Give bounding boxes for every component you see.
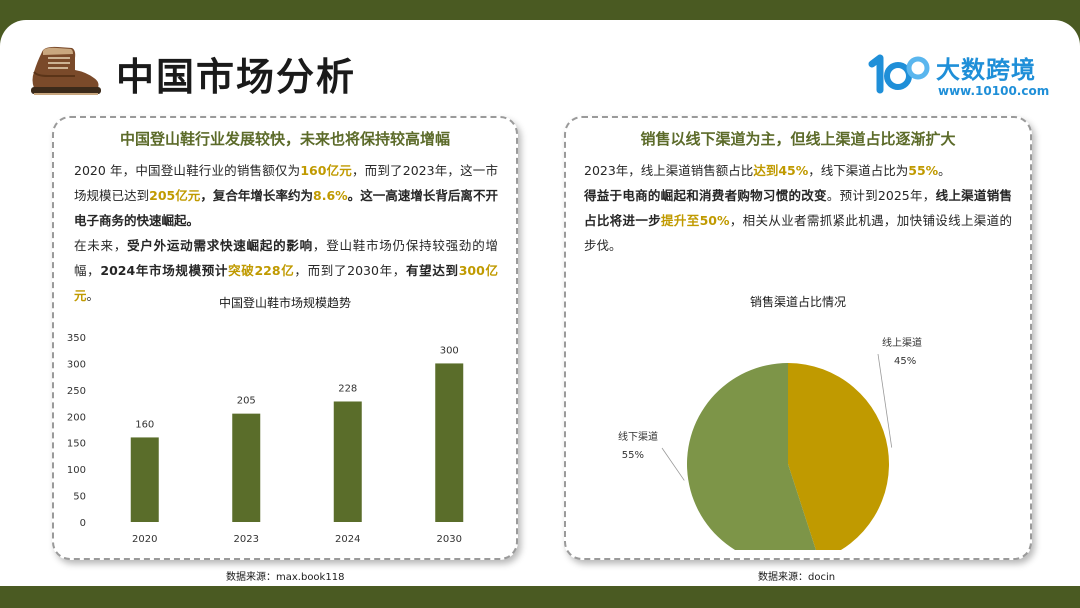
x-tick-label: 2020	[132, 534, 157, 545]
highlight: 提升至50%	[661, 213, 730, 228]
data-label: 205	[237, 396, 256, 407]
pie-slice	[788, 363, 889, 550]
text: 。	[938, 163, 951, 178]
data-label: 228	[338, 383, 357, 394]
data-label: 300	[440, 345, 459, 356]
text: ，相关从业者需抓紧此机遇，加快铺设线上渠道的步伐。	[584, 213, 1012, 253]
panel-title: 销售以线下渠道为主，但线上渠道占比逐渐扩大	[640, 130, 956, 148]
bold-text: 。这一高速增长背后离不开电子商务的快速崛起。	[74, 188, 498, 228]
leader-line	[661, 447, 685, 481]
bold-text: 有望达到	[406, 263, 459, 278]
bold-text: 线上渠道销售占比将进一步	[584, 188, 1012, 228]
right-source-note: 数据来源：docin	[758, 572, 836, 583]
highlight: 达到45%	[753, 163, 809, 178]
brand-mark-icon	[868, 54, 930, 94]
slice-label: 线下渠道	[618, 430, 658, 443]
text: ，线下渠道占比为	[808, 163, 909, 178]
x-tick-label: 2030	[437, 534, 462, 545]
y-tick-label: 150	[67, 439, 86, 450]
chart-title: 中国登山鞋市场规模趋势	[219, 295, 351, 310]
highlight: 205亿元	[149, 188, 201, 203]
pie-slice	[687, 363, 816, 550]
bold-text: 受户外运动需求快速崛起的影响	[127, 238, 313, 253]
highlight: 55%	[908, 163, 939, 178]
brand-logo: 大数跨境 www.10100.com	[866, 50, 1056, 102]
bar	[435, 363, 464, 522]
bold-text: 得益于电商的崛起和消费者购物习惯的改变	[584, 188, 827, 203]
bar	[232, 413, 261, 522]
y-tick-label: 300	[67, 359, 86, 370]
highlight: 160亿元	[300, 163, 352, 178]
text: ，而到了2030年，	[294, 263, 406, 278]
panel-title: 中国登山鞋行业发展较快，未来也将保持较高增幅	[119, 130, 450, 148]
text: 。预计到2025年，	[826, 188, 936, 203]
paragraph-2: 得益于电商的崛起和消费者购物习惯的改变。预计到2025年，线上渠道销售占比将进一…	[584, 183, 1012, 258]
market-size-panel: 中国登山鞋行业发展较快，未来也将保持较高增幅 2020 年，中国登山鞋行业的销售…	[52, 116, 518, 560]
hiking-boot-icon	[31, 46, 101, 95]
text: ，而到了2023年，这一市场规模已达到	[74, 163, 498, 203]
slice-value-label: 45%	[894, 356, 916, 367]
bold-text: 2024年市场规模预计	[100, 263, 229, 278]
left-source-note: 数据来源：max.book118	[226, 572, 345, 583]
paragraph-2: 在未来，受户外运动需求快速崛起的影响，登山鞋市场仍保持较强劲的增幅，2024年市…	[74, 233, 498, 308]
slice-value-label: 55%	[622, 450, 644, 461]
x-tick-label: 2024	[335, 534, 360, 545]
chart-title: 销售渠道占比情况	[750, 294, 846, 309]
bar	[333, 401, 362, 522]
channel-share-panel: 销售以线下渠道为主，但线上渠道占比逐渐扩大 2023年，线上渠道销售额占比达到4…	[564, 116, 1032, 560]
text: 在未来，	[74, 238, 128, 253]
text: 2020 年，中国登山鞋行业的销售额仅为	[74, 163, 301, 178]
paragraph-1: 2020 年，中国登山鞋行业的销售额仅为160亿元，而到了2023年，这一市场规…	[74, 158, 498, 233]
y-tick-label: 0	[80, 518, 86, 529]
brand-name: 大数跨境	[936, 56, 1036, 84]
highlight: 突破228亿	[228, 263, 295, 278]
bold-text: ，复合年增长率约为	[200, 188, 314, 203]
y-tick-label: 50	[73, 492, 86, 503]
text: 2023年，线上渠道销售额占比	[584, 163, 754, 178]
brand-url: www.10100.com	[938, 84, 1050, 98]
y-tick-label: 350	[67, 333, 86, 344]
x-tick-label: 2023	[234, 534, 259, 545]
text: 。	[86, 288, 100, 303]
leader-line	[877, 353, 893, 448]
y-tick-label: 200	[67, 412, 86, 423]
data-label: 160	[135, 419, 154, 430]
market-size-bar-chart: 中国登山鞋市场规模趋势 0 50 100 150 200 250 300 350 160 2020 2…	[67, 295, 464, 545]
paragraph-1: 2023年，线上渠道销售额占比达到45%，线下渠道占比为55%。	[584, 158, 1012, 183]
highlight: 300亿元	[74, 263, 499, 303]
slice-label: 线上渠道	[882, 336, 922, 349]
page-title: 中国市场分析	[116, 55, 357, 99]
y-tick-label: 100	[67, 465, 86, 476]
y-tick-label: 250	[67, 386, 86, 397]
text: ，登山鞋市场仍保持较强劲的增幅，	[74, 238, 498, 278]
bar	[130, 437, 159, 522]
highlight: 8.6%	[313, 188, 348, 203]
